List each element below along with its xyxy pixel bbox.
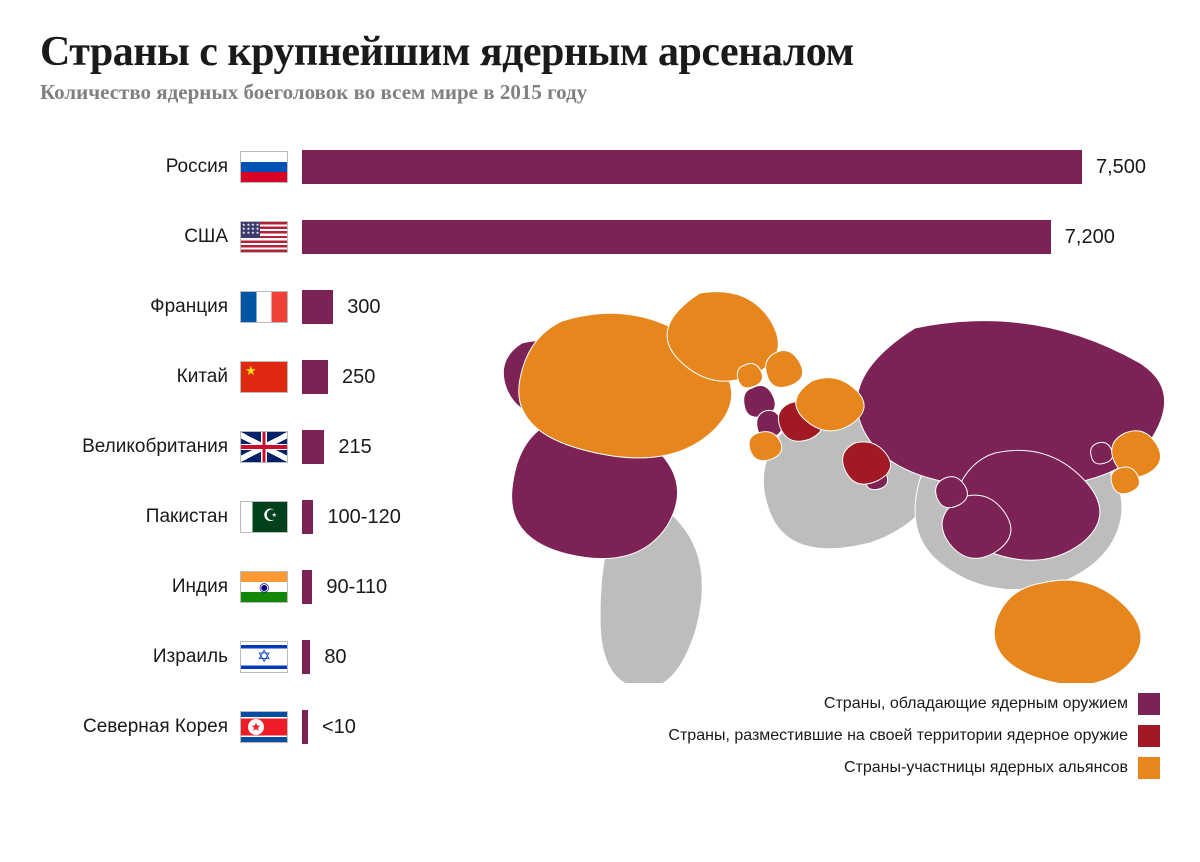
legend-item: Страны, обладающие ядерным оружием [668,693,1160,715]
value-label: 215 [338,436,371,459]
bar [302,640,310,674]
bar [302,150,1082,184]
chart-row: Россия 7,500 [40,143,1160,191]
legend-swatch [1138,693,1160,715]
bar [302,360,328,394]
flag-icon [240,151,288,183]
flag-icon [240,361,288,393]
flag-icon [240,571,288,603]
legend-item: Страны, разместившие на своей территории… [668,725,1160,747]
legend-label: Страны, обладающие ядерным оружием [824,695,1128,713]
country-label: Израиль [40,646,240,668]
page-title: Страны с крупнейшим ядерным арсеналом [40,28,1160,76]
country-label: Северная Корея [40,716,240,738]
value-label: 250 [342,366,375,389]
legend-label: Страны-участницы ядерных альянсов [844,759,1128,777]
country-label: Франция [40,296,240,318]
country-label: Великобритания [40,436,240,458]
bar [302,290,333,324]
value-label: 7,200 [1065,226,1115,249]
value-label: 100-120 [327,506,400,529]
value-label: 90-110 [326,576,387,599]
flag-icon [240,291,288,323]
page-subtitle: Количество ядерных боеголовок во всем ми… [40,80,1160,105]
legend-label: Страны, разместившие на своей территории… [668,727,1128,745]
value-label: 7,500 [1096,156,1146,179]
flag-icon [240,641,288,673]
legend-swatch [1138,757,1160,779]
flag-icon [240,501,288,533]
country-label: США [40,226,240,248]
legend-swatch [1138,725,1160,747]
bar [302,710,308,744]
map-legend: Страны, обладающие ядерным оружием Стран… [668,693,1160,789]
content-area: Россия 7,500 США★★★★★ ★★★★★ ★★★★★ 7,200 Фран… [40,143,1160,751]
value-label: 80 [324,646,346,669]
bar [302,570,312,604]
country-label: Россия [40,156,240,178]
bar [302,430,324,464]
bar [302,220,1051,254]
country-label: Индия [40,576,240,598]
country-label: Пакистан [40,506,240,528]
bar [302,500,313,534]
value-label: <10 [322,716,356,739]
chart-row: США★★★★★ ★★★★★ ★★★★★ 7,200 [40,213,1160,261]
bar-container: 7,200 [302,220,1160,254]
flag-icon: ★★★★★ ★★★★★ ★★★★★ [240,221,288,253]
flag-icon [240,431,288,463]
value-label: 300 [347,296,380,319]
country-label: Китай [40,366,240,388]
flag-icon [240,711,288,743]
legend-item: Страны-участницы ядерных альянсов [668,757,1160,779]
world-map [490,283,1170,683]
bar-container: 7,500 [302,150,1160,184]
